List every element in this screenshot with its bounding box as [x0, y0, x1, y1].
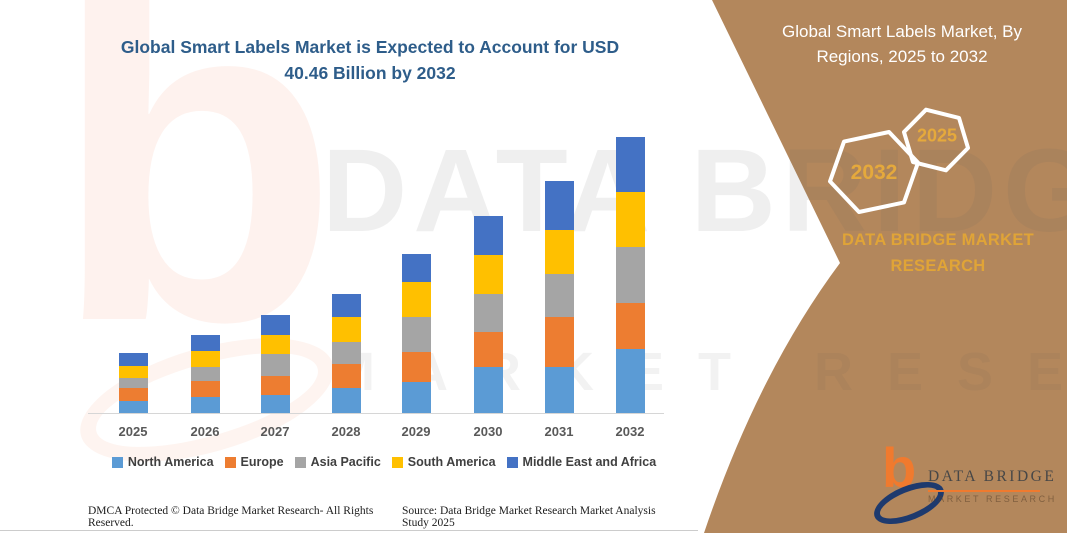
bar-segment-2026-north-america [190, 396, 220, 413]
bar-segment-2029-north-america [401, 381, 431, 413]
bar-segment-2030-asia-pacific [473, 293, 503, 333]
bar-segment-2028-middle-east-and-africa [331, 293, 361, 317]
legend-label: South America [407, 455, 496, 469]
x-axis-label-2028: 2028 [331, 424, 361, 439]
legend-label: Middle East and Africa [522, 455, 657, 469]
logo-underline [928, 490, 1040, 492]
legend-swatch-icon [224, 456, 236, 468]
x-axis-line [88, 413, 664, 414]
legend-label: North America [127, 455, 214, 469]
bar-segment-2028-south-america [331, 316, 361, 342]
bar-segment-2027-north-america [260, 395, 290, 413]
logo-name: DATA BRIDGE [928, 468, 1057, 485]
bar-segment-2027-south-america [260, 335, 290, 354]
footer-dmca-text: DMCA Protected © Data Bridge Market Rese… [88, 505, 374, 529]
bar-segment-2025-south-america [118, 365, 148, 378]
bar-segment-2031-north-america [544, 367, 574, 413]
x-axis-label-2029: 2029 [401, 424, 431, 439]
bar-segment-2027-asia-pacific [260, 353, 290, 377]
bar-segment-2025-europe [118, 387, 148, 401]
bar-segment-2027-europe [260, 376, 290, 396]
legend-item-north-america: North America [111, 455, 214, 469]
logo-tagline: MARKET RESEARCH [928, 494, 1057, 504]
watermark-market-research: MARKET RESEARCH [330, 342, 1067, 402]
legend-item-europe: Europe [224, 455, 284, 469]
legend-label: Asia Pacific [310, 455, 381, 469]
legend-swatch-icon [294, 456, 306, 468]
panel-brand-text: DATA BRIDGE MARKET RESEARCH [841, 231, 1035, 275]
bar-segment-2026-europe [190, 380, 220, 397]
bar-segment-2029-south-america [401, 281, 431, 317]
x-axis-label-2026: 2026 [190, 424, 220, 439]
legend-item-south-america: South America [391, 455, 496, 469]
bar-segment-2031-south-america [544, 230, 574, 275]
bar-segment-2029-middle-east-and-africa [401, 253, 431, 282]
bar-segment-2031-europe [544, 317, 574, 368]
watermark-b-glyph: b [52, 0, 340, 419]
x-axis-label-2027: 2027 [260, 424, 290, 439]
bottom-divider [0, 530, 698, 531]
data-bridge-logo: b DATA BRIDGE MARKET RESEARCH [868, 440, 1054, 533]
x-axis-label-2031: 2031 [544, 424, 574, 439]
bar-segment-2027-middle-east-and-africa [260, 315, 290, 336]
legend-item-asia-pacific: Asia Pacific [294, 455, 381, 469]
hexagon-2025 [901, 107, 971, 173]
bar-segment-2025-middle-east-and-africa [118, 352, 148, 366]
bar-segment-2032-asia-pacific [615, 247, 645, 304]
bar-segment-2030-europe [473, 332, 503, 367]
x-axis-label-2030: 2030 [473, 424, 503, 439]
bar-segment-2025-north-america [118, 400, 148, 413]
bar-segment-2026-asia-pacific [190, 366, 220, 381]
bar-segment-2030-north-america [473, 367, 503, 413]
bar-segment-2031-middle-east-and-africa [544, 181, 574, 231]
x-axis-label-2025: 2025 [118, 424, 148, 439]
bar-segment-2032-south-america [615, 192, 645, 248]
bar-segment-2026-south-america [190, 350, 220, 367]
bar-segment-2028-north-america [331, 387, 361, 413]
legend-swatch-icon [391, 456, 403, 468]
bar-segment-2029-europe [401, 351, 431, 382]
hexagon-2032-label: 2032 [850, 161, 898, 184]
hexagon-2025-label: 2025 [916, 125, 958, 146]
side-panel-path [704, 0, 1067, 533]
bar-segment-2030-south-america [473, 255, 503, 294]
legend-label: Europe [240, 455, 284, 469]
bar-segment-2026-middle-east-and-africa [190, 334, 220, 351]
bar-segment-2030-middle-east-and-africa [473, 216, 503, 256]
chart-title: Global Smart Labels Market is Expected t… [120, 37, 620, 84]
x-axis-label-2032: 2032 [615, 424, 645, 439]
bar-segment-2028-europe [331, 363, 361, 388]
footer-source-text: Source: Data Bridge Market Research Mark… [402, 505, 656, 529]
footer: DMCA Protected © Data Bridge Market Rese… [88, 505, 678, 529]
bar-segment-2028-asia-pacific [331, 341, 361, 364]
bar-segment-2031-asia-pacific [544, 274, 574, 317]
bar-segment-2025-asia-pacific [118, 377, 148, 388]
bar-segment-2029-asia-pacific [401, 316, 431, 352]
chart-legend: North America Europe Asia Pacific South Ame… [92, 455, 676, 469]
bar-segment-2032-middle-east-and-africa [615, 137, 645, 193]
bar-segment-2032-north-america [615, 349, 645, 413]
panel-heading: Global Smart Labels Market, By Regions, … [782, 22, 1022, 66]
watermark-data-bridge: DATA BRIDGE [322, 125, 1067, 257]
legend-swatch-icon [111, 456, 123, 468]
legend-swatch-icon [506, 456, 518, 468]
bar-segment-2032-europe [615, 303, 645, 349]
legend-item-middle-east-and-africa: Middle East and Africa [506, 455, 657, 469]
logo-b-icon: b [882, 436, 917, 499]
